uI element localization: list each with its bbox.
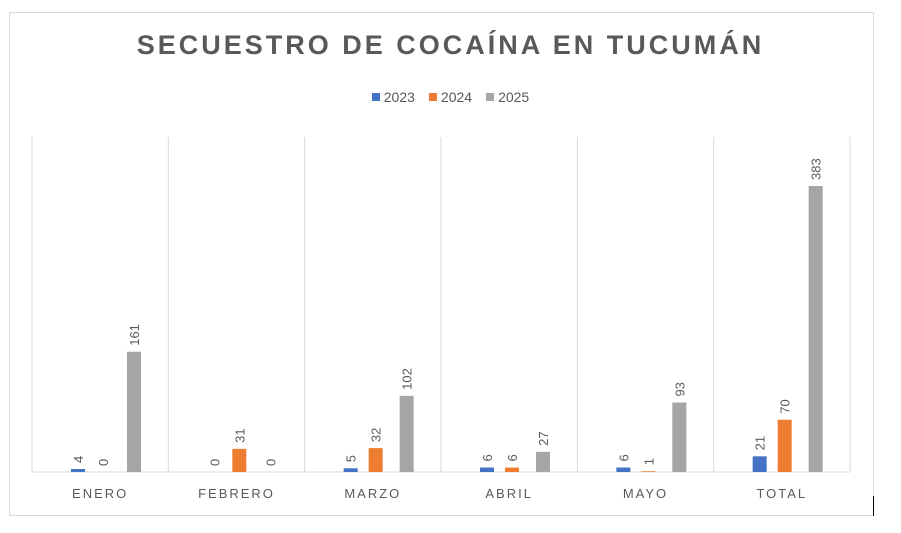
data-label: 32: [369, 428, 384, 442]
edge-mark: [873, 496, 874, 516]
bar-2024: [368, 448, 383, 472]
bar-2025: [399, 395, 414, 472]
data-label: 161: [127, 324, 142, 346]
legend-item-2024: 2024: [428, 89, 473, 105]
data-label: 27: [536, 431, 551, 445]
data-label: 21: [753, 436, 768, 450]
legend-label: 2025: [498, 89, 530, 105]
legend-swatch: [428, 93, 437, 101]
x-tick-label: MARZO: [344, 486, 401, 501]
bar-2024: [777, 419, 792, 472]
data-label: 1: [641, 458, 656, 465]
bar-2023: [616, 467, 631, 472]
legend-swatch: [486, 93, 495, 101]
bar-2023: [343, 468, 358, 472]
bar-2024: [505, 467, 519, 472]
legend-label: 2023: [383, 89, 415, 105]
bar-2023: [480, 467, 494, 472]
bar-2025: [672, 402, 687, 472]
bar-2023: [752, 456, 767, 472]
data-label: 383: [809, 158, 824, 180]
x-tick-label: MAYO: [623, 486, 668, 501]
x-tick-label: TOTAL: [756, 486, 807, 501]
bar-2023: [71, 469, 85, 472]
legend-swatch: [371, 93, 380, 101]
legend-item-2023: 2023: [371, 89, 415, 105]
data-label: 0: [263, 459, 278, 466]
data-label: 70: [778, 399, 793, 413]
x-tick-label: ABRIL: [485, 486, 533, 501]
bar-2024: [232, 448, 247, 472]
bar-2024: [641, 471, 656, 472]
data-label: 5: [344, 455, 359, 462]
bar-2025: [808, 186, 823, 472]
legend-label: 2024: [440, 89, 473, 105]
bar-2025: [127, 351, 141, 472]
bar-2025: [536, 451, 550, 472]
x-tick-label: ENERO: [72, 486, 128, 501]
chart-area: [9, 12, 874, 516]
data-label: 102: [400, 368, 415, 390]
data-label: 4: [71, 456, 86, 463]
legend-item-2025: 2025: [486, 89, 529, 105]
data-label: 0: [96, 459, 111, 466]
data-label: 31: [232, 428, 247, 442]
data-label: 0: [207, 459, 222, 466]
chart-title: SECUESTRO DE COCAÍNA EN TUCUMÁN: [136, 30, 765, 60]
data-label: 6: [616, 454, 631, 461]
x-tick-label: FEBRERO: [198, 486, 275, 501]
data-label: 93: [672, 382, 687, 396]
data-label: 6: [480, 454, 495, 461]
legend: 2023 2024 2025: [0, 89, 901, 105]
data-label: 6: [505, 454, 520, 461]
